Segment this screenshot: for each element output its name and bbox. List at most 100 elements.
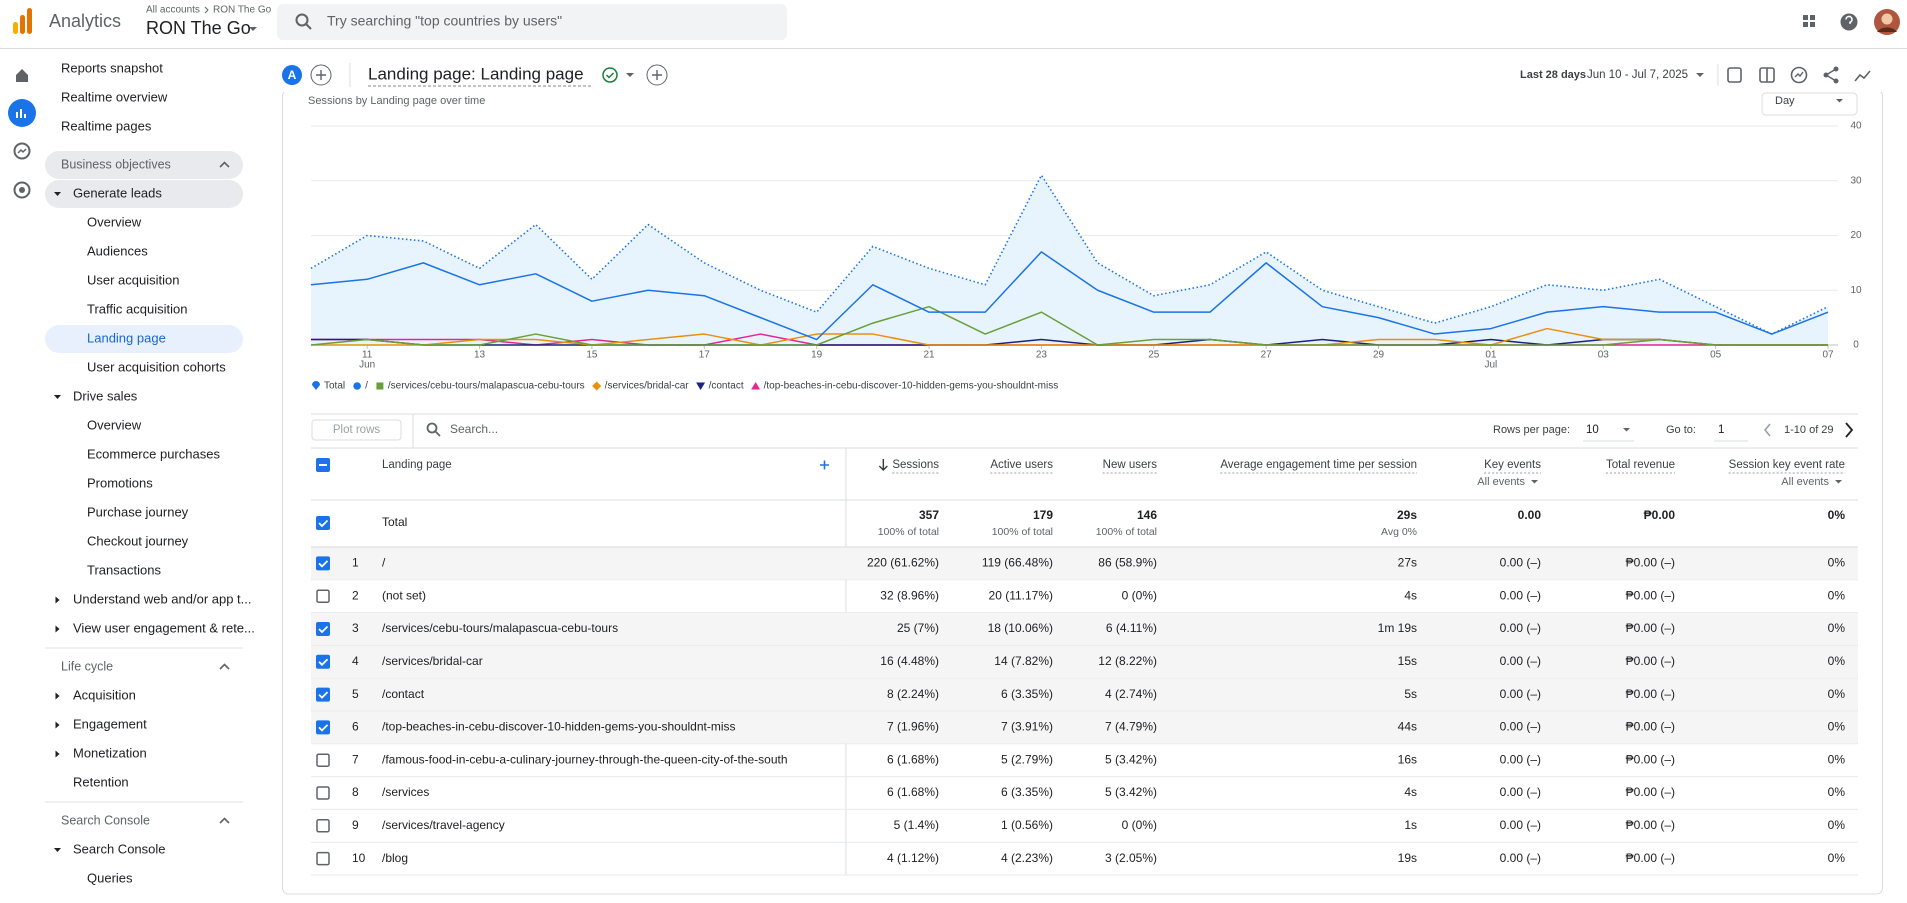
nav-section[interactable]: Business objectives: [61, 157, 171, 171]
column-header[interactable]: Total revenue: [1606, 459, 1675, 471]
expand-caret[interactable]: [54, 848, 61, 852]
home-icon[interactable]: [16, 69, 28, 82]
table-row[interactable]: 1 / 220 (61.62%) 119 (66.48%) 86 (58.9%) 27s 0…: [311, 547, 1858, 581]
caret[interactable]: [249, 27, 257, 31]
comparison-avatar[interactable]: [282, 65, 302, 85]
nav-item[interactable]: Overview: [87, 214, 142, 229]
nav-section[interactable]: Search Console: [61, 813, 150, 827]
expand-caret[interactable]: [54, 192, 61, 196]
expand-caret[interactable]: [55, 721, 60, 729]
row-checkbox[interactable]: [316, 622, 330, 636]
date-range[interactable]: Jun 10 - Jul 7, 2025: [1587, 69, 1688, 81]
plot-rows-button[interactable]: [311, 419, 402, 441]
table-row[interactable]: 7/famous-food-in-cebu-a-culinary-journey…: [311, 752, 1858, 778]
row-checkbox[interactable]: [316, 654, 330, 669]
nav-item[interactable]: Traffic acquisition: [87, 301, 187, 316]
row-checkbox[interactable]: [316, 556, 330, 571]
expand-caret[interactable]: [55, 596, 60, 604]
nav-group[interactable]: Search Console: [73, 841, 166, 856]
breadcrumb[interactable]: All accounts: [146, 5, 200, 16]
nav-item[interactable]: Audiences: [87, 243, 148, 258]
caret[interactable]: [626, 73, 634, 77]
search-box[interactable]: [277, 4, 787, 40]
column-header[interactable]: New users: [1103, 459, 1158, 471]
column-header[interactable]: Key events: [1484, 459, 1541, 471]
column-header[interactable]: Sessions: [892, 459, 939, 471]
table-row[interactable]: 6/top-beaches-in-cebu-discover-10-hidden…: [311, 711, 1858, 745]
add-filter[interactable]: [646, 64, 668, 86]
explore-icon[interactable]: [13, 142, 31, 160]
nav-group[interactable]: Drive sales: [73, 388, 138, 403]
column-header[interactable]: Landing page: [382, 459, 452, 471]
nav-group[interactable]: Acquisition: [73, 687, 136, 702]
row-checkbox[interactable]: [316, 819, 330, 833]
table-row[interactable]: 10/blog 4 (1.12%) 4 (2.23%) 3 (2.05%) 19s 0.0…: [311, 851, 1858, 876]
x-tick-label: 03: [1598, 350, 1610, 361]
expand-caret[interactable]: [55, 625, 60, 633]
add-dimension[interactable]: [820, 460, 829, 470]
nav-group[interactable]: View user engagement & rete...: [73, 620, 255, 635]
section-chevron[interactable]: [219, 161, 230, 168]
insights-icon[interactable]: [1790, 66, 1808, 84]
table-row[interactable]: 3/services/cebu-tours/malapascua-cebu-to…: [311, 613, 1858, 646]
nav-group[interactable]: Monetization: [73, 745, 147, 760]
caret[interactable]: [1696, 73, 1704, 77]
nav-item[interactable]: Landing page: [87, 330, 166, 345]
apps-icon[interactable]: [1803, 15, 1815, 27]
table-row[interactable]: 4/services/bridal-car 16 (4.48%) 14 (7.82%…: [311, 645, 1858, 679]
column-sub-header[interactable]: All events: [1781, 476, 1829, 488]
nav-group[interactable]: Retention: [73, 774, 129, 789]
granularity-select[interactable]: [1761, 92, 1858, 116]
row-checkbox[interactable]: [316, 753, 330, 767]
nav-section[interactable]: Life cycle: [61, 659, 113, 673]
nav-item[interactable]: Ecommerce purchases: [87, 446, 220, 461]
expand-caret[interactable]: [54, 395, 61, 399]
nav-top[interactable]: Reports snapshot: [61, 60, 163, 75]
trend-icon[interactable]: [1854, 70, 1871, 82]
table-row[interactable]: 2 (not set) 32 (8.96%) 20 (11.17%) 0 (0%) 4s 0…: [311, 588, 1858, 614]
total-checkbox[interactable]: [316, 516, 330, 530]
expand-caret[interactable]: [55, 750, 60, 758]
rows-per-page-value[interactable]: 10: [1586, 424, 1599, 436]
nav-item[interactable]: Promotions: [87, 475, 153, 490]
nav-item[interactable]: Purchase journey: [87, 504, 189, 519]
table-search[interactable]: Search...: [450, 422, 498, 436]
add-comparison[interactable]: [310, 64, 332, 86]
column-sub-header[interactable]: All events: [1477, 476, 1525, 488]
table-row[interactable]: 5/contact 8 (2.24%) 6 (3.35%) 4 (2.74%) 5s 0.…: [311, 678, 1858, 712]
row-checkbox[interactable]: [316, 851, 330, 866]
expand-caret[interactable]: [55, 692, 60, 700]
goto-value[interactable]: 1: [1718, 424, 1724, 436]
breadcrumb[interactable]: RON The Go: [213, 5, 272, 16]
advertising-icon[interactable]: [13, 181, 31, 199]
rows-per-page-label: Rows per page:: [1493, 424, 1570, 436]
nav-item[interactable]: User acquisition cohorts: [87, 359, 226, 374]
row-checkbox[interactable]: [316, 687, 330, 702]
nav-group[interactable]: Understand web and/or app t...: [73, 591, 252, 606]
row-checkbox[interactable]: [316, 786, 330, 800]
row-checkbox[interactable]: [316, 589, 330, 603]
nav-group[interactable]: Engagement: [73, 716, 147, 731]
nav-item[interactable]: Queries: [87, 870, 133, 885]
next-page[interactable]: [1845, 422, 1854, 438]
edit-icon[interactable]: [1727, 67, 1742, 83]
prev-page[interactable]: [1763, 423, 1771, 437]
help-icon[interactable]: [1840, 13, 1858, 31]
y-tick-label: 40: [1850, 121, 1862, 132]
section-chevron[interactable]: [219, 663, 230, 670]
row-checkbox[interactable]: [316, 720, 330, 735]
nav-item[interactable]: User acquisition: [87, 272, 180, 287]
table-row[interactable]: 9/services/travel-agency 5 (1.4%) 1 (0.56%…: [311, 818, 1858, 843]
section-chevron[interactable]: [219, 817, 230, 824]
column-header[interactable]: Average engagement time per session: [1220, 459, 1417, 471]
nav-top[interactable]: Realtime overview: [61, 89, 168, 104]
nav-item[interactable]: Overview: [87, 417, 142, 432]
nav-top[interactable]: Realtime pages: [61, 118, 152, 133]
nav-item[interactable]: Transactions: [87, 562, 161, 577]
nav-group[interactable]: Generate leads: [73, 185, 162, 200]
column-header[interactable]: Active users: [990, 459, 1053, 471]
nav-item[interactable]: Checkout journey: [87, 533, 189, 548]
table-row[interactable]: 8/services 6 (1.68%) 6 (3.35%) 5 (3.42%) 4s 0…: [311, 785, 1858, 810]
property-name[interactable]: RON The Go: [146, 18, 251, 38]
column-header[interactable]: Session key event rate: [1729, 459, 1845, 471]
